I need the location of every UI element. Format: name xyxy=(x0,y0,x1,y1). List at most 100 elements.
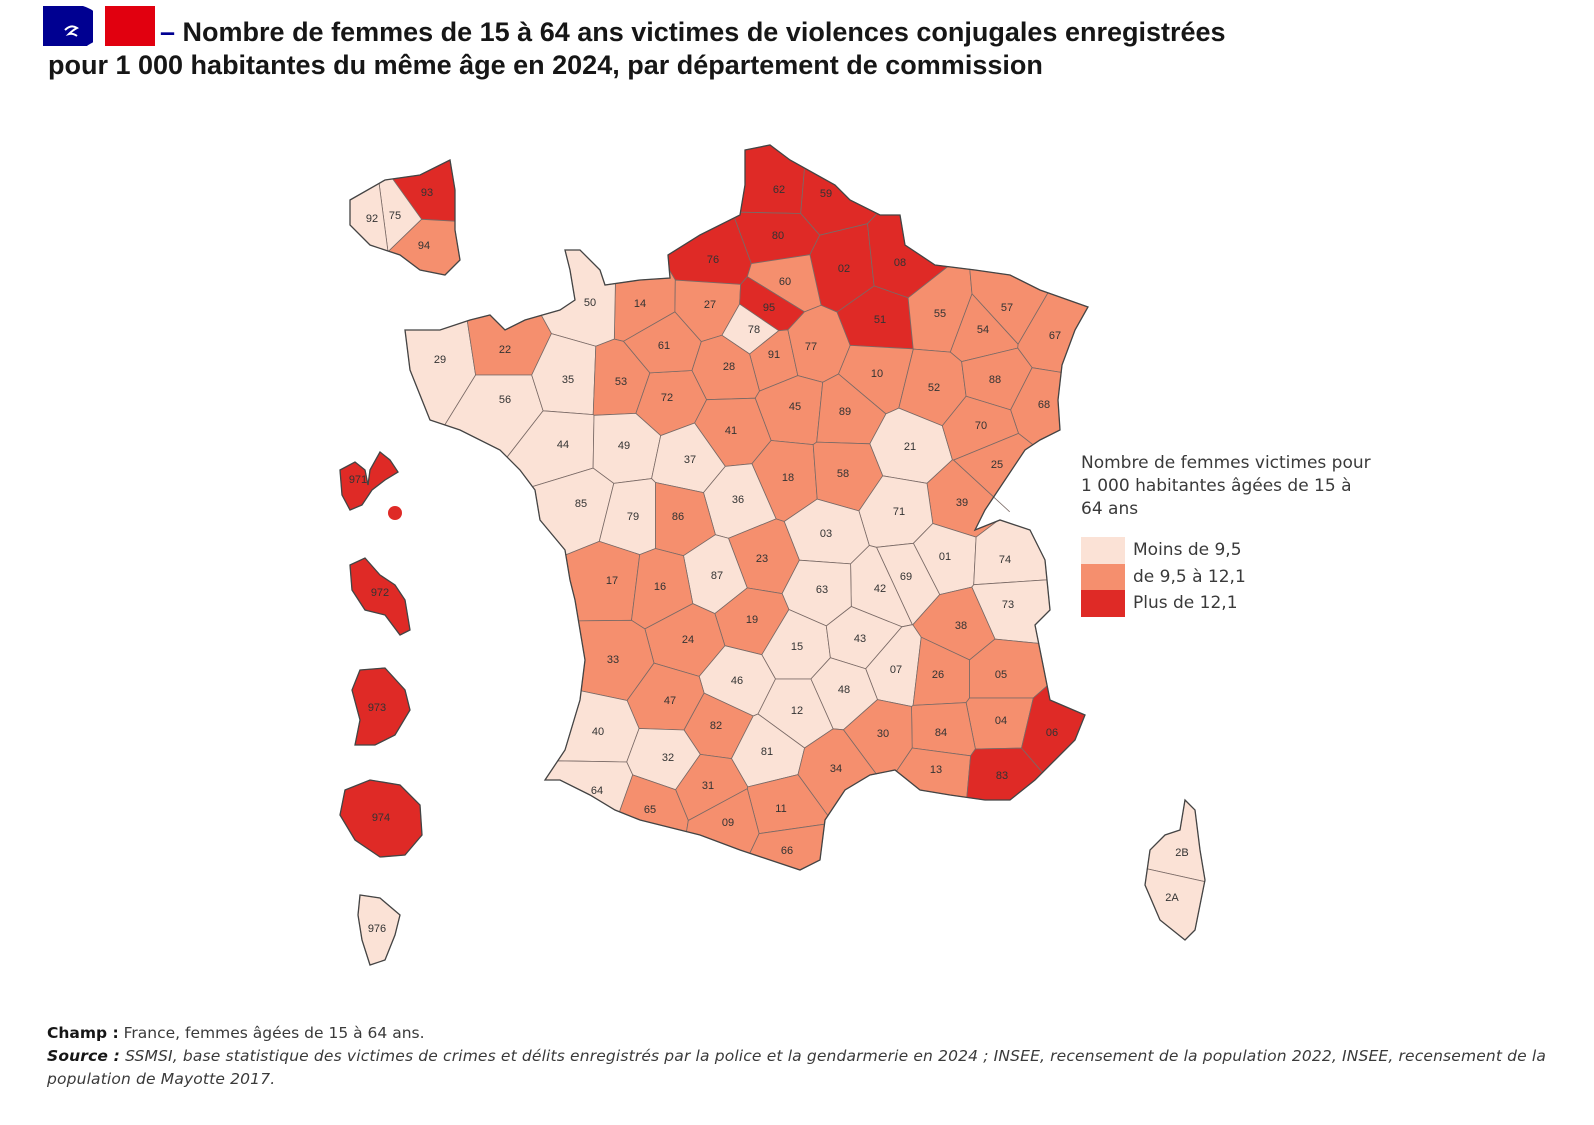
department-label-58: 58 xyxy=(837,468,849,480)
department-label-42: 42 xyxy=(874,583,886,595)
department-label-95: 95 xyxy=(763,302,775,314)
department-label-62: 62 xyxy=(773,184,785,196)
department-label-94: 94 xyxy=(418,240,430,252)
title-line-2: pour 1 000 habitantes du même âge en 202… xyxy=(48,50,1043,80)
department-label-09: 09 xyxy=(722,817,734,829)
department-label-52: 52 xyxy=(928,382,940,394)
department-label-30: 30 xyxy=(877,728,889,740)
outline-d972 xyxy=(349,557,411,636)
department-areas xyxy=(339,144,1206,966)
department-label-07: 07 xyxy=(890,664,902,676)
department-label-86: 86 xyxy=(672,511,684,523)
legend: Nombre de femmes victimes pour 1 000 hab… xyxy=(1081,452,1371,617)
department-label-04: 04 xyxy=(995,715,1007,727)
champ-note: Champ : France, femmes âgées de 15 à 64 … xyxy=(47,1022,1547,1045)
department-label-80: 80 xyxy=(772,230,784,242)
department-label-50: 50 xyxy=(584,297,596,309)
department-label-67: 67 xyxy=(1049,330,1061,342)
department-50 xyxy=(540,249,616,347)
department-label-14: 14 xyxy=(634,298,646,310)
department-label-57: 57 xyxy=(1001,302,1013,314)
legend-label-low: Moins de 9,5 xyxy=(1133,540,1242,561)
department-label-91: 91 xyxy=(768,349,780,361)
department-label-03: 03 xyxy=(820,528,832,540)
department-label-973: 973 xyxy=(368,702,386,714)
department-label-39: 39 xyxy=(956,497,968,509)
department-label-56: 56 xyxy=(499,394,511,406)
department-label-32: 32 xyxy=(662,752,674,764)
department-label-84: 84 xyxy=(935,727,947,739)
outline-corse xyxy=(1144,798,1206,941)
department-label-55: 55 xyxy=(934,308,946,320)
department-label-11: 11 xyxy=(775,803,786,815)
department-label-28: 28 xyxy=(723,361,735,373)
department-label-68: 68 xyxy=(1038,399,1050,411)
outline-d971 xyxy=(339,451,399,511)
department-label-26: 26 xyxy=(932,669,944,681)
department-label-61: 61 xyxy=(658,340,670,352)
source-note: Source : SSMSI, base statistique des vic… xyxy=(47,1045,1547,1091)
department-971-island xyxy=(388,506,402,520)
department-2B xyxy=(1146,799,1206,883)
department-label-64: 64 xyxy=(591,785,603,797)
legend-swatch-high xyxy=(1081,590,1125,617)
department-label-971: 971 xyxy=(349,474,367,486)
department-label-12: 12 xyxy=(791,705,803,717)
department-label-83: 83 xyxy=(996,770,1008,782)
department-label-972: 972 xyxy=(371,587,389,599)
outline-d974 xyxy=(339,779,423,858)
outline-idf xyxy=(349,159,461,276)
department-label-24: 24 xyxy=(682,634,694,646)
department-label-06: 06 xyxy=(1046,727,1058,739)
department-label-05: 05 xyxy=(995,669,1007,681)
department-label-18: 18 xyxy=(782,472,794,484)
department-label-02: 02 xyxy=(838,263,850,275)
department-label-59: 59 xyxy=(820,188,832,200)
department-label-974: 974 xyxy=(372,812,390,824)
department-label-53: 53 xyxy=(615,376,627,388)
department-label-75: 75 xyxy=(389,210,401,222)
department-label-15: 15 xyxy=(791,641,803,653)
department-label-33: 33 xyxy=(607,654,619,666)
department-label-81: 81 xyxy=(761,746,773,758)
department-label-92: 92 xyxy=(366,213,378,225)
department-label-77: 77 xyxy=(805,341,817,353)
title-line-1: Nombre de femmes de 15 à 64 ans victimes… xyxy=(182,17,1226,47)
legend-item-low: Moins de 9,5 xyxy=(1081,537,1371,564)
department-label-60: 60 xyxy=(779,276,791,288)
department-label-35: 35 xyxy=(562,374,574,386)
map-title: – Nombre de femmes de 15 à 64 ans victim… xyxy=(48,16,1226,82)
department-label-48: 48 xyxy=(838,684,850,696)
department-label-66: 66 xyxy=(781,845,793,857)
department-label-976: 976 xyxy=(368,923,386,935)
department-62 xyxy=(740,144,805,214)
legend-item-high: Plus de 12,1 xyxy=(1081,590,1371,617)
footer-notes: Champ : France, femmes âgées de 15 à 64 … xyxy=(47,1022,1547,1091)
department-64 xyxy=(544,760,634,813)
department-label-82: 82 xyxy=(710,720,722,732)
department-label-44: 44 xyxy=(557,439,569,451)
department-label-22: 22 xyxy=(499,344,511,356)
department-label-51: 51 xyxy=(874,314,886,326)
department-label-37: 37 xyxy=(684,454,696,466)
outline-d973 xyxy=(351,667,411,746)
department-label-27: 27 xyxy=(704,299,716,311)
department-label-70: 70 xyxy=(975,420,987,432)
department-label-23: 23 xyxy=(756,553,768,565)
department-label-49: 49 xyxy=(618,440,630,452)
source-label: Source : xyxy=(47,1047,120,1065)
marianne-logo xyxy=(43,6,155,46)
outline-d976 xyxy=(357,894,401,966)
legend-swatch-low xyxy=(1081,537,1125,564)
legend-title: Nombre de femmes victimes pour 1 000 hab… xyxy=(1081,453,1371,519)
department-label-36: 36 xyxy=(732,494,744,506)
department-label-88: 88 xyxy=(989,374,1001,386)
department-label-2A: 2A xyxy=(1165,892,1179,904)
department-label-89: 89 xyxy=(839,406,851,418)
champ-text: France, femmes âgées de 15 à 64 ans. xyxy=(118,1024,425,1042)
department-label-38: 38 xyxy=(955,620,967,632)
department-label-41: 41 xyxy=(725,425,737,437)
legend-swatch-mid xyxy=(1081,563,1125,590)
legend-item-mid: de 9,5 à 12,1 xyxy=(1081,563,1371,590)
